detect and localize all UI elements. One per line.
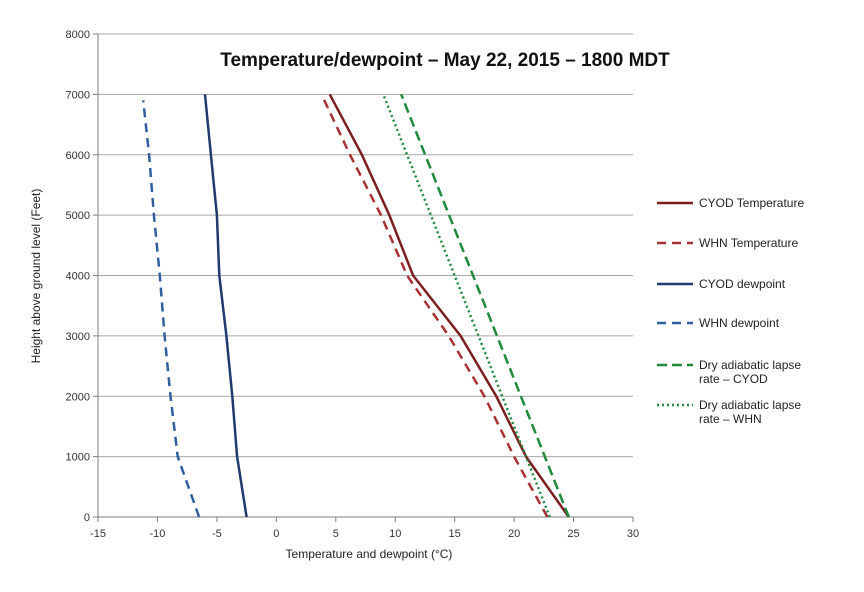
y-tick-label-6000: 6000 <box>66 150 90 162</box>
x-tick-label-15: 15 <box>449 528 461 540</box>
y-tick-label-1000: 1000 <box>66 452 90 464</box>
x-tick-label--10: -10 <box>149 528 165 540</box>
y-tick-label-5000: 5000 <box>66 210 90 222</box>
x-tick-label--15: -15 <box>90 528 106 540</box>
x-tick-label-25: 25 <box>567 528 579 540</box>
x-axis-title: Temperature and dewpoint (°C) <box>286 547 453 561</box>
chart-title: Temperature/dewpoint – May 22, 2015 – 18… <box>220 50 670 71</box>
y-tick-label-4000: 4000 <box>66 271 90 283</box>
series-line-4 <box>400 93 570 518</box>
y-tick-label-3000: 3000 <box>66 331 90 343</box>
y-tick-label-0: 0 <box>84 512 90 524</box>
x-tick-label-5: 5 <box>333 528 339 540</box>
x-tick-label-30: 30 <box>627 528 639 540</box>
x-tick-label-0: 0 <box>273 528 279 540</box>
series-line-5 <box>382 93 551 518</box>
series-line-3 <box>141 100 201 518</box>
legend-label-3: WHN dewpoint <box>699 316 780 330</box>
legend-label-4: Dry adiabatic lapse rate – CYOD <box>699 358 801 386</box>
x-tick-label-10: 10 <box>389 528 401 540</box>
series-line-0 <box>328 93 570 518</box>
y-axis-title: Height above ground level (Feet) <box>29 189 43 364</box>
legend-label-0: CYOD Temperature <box>699 196 804 210</box>
series-line-1 <box>320 93 549 518</box>
tick-labels: 0 1000 2000 3000 4000 5000 6000 7000 8000 -15 -10 -… <box>66 29 640 540</box>
legend-label-5: Dry adiabatic lapse rate – WHN <box>699 398 801 426</box>
series-line-2 <box>203 94 248 518</box>
y-tick-label-7000: 7000 <box>66 89 90 101</box>
series-lines <box>141 93 570 518</box>
y-tick-label-8000: 8000 <box>66 29 90 41</box>
legend-label-1: WHN Temperature <box>699 236 798 250</box>
legend: CYOD Temperature WHN Temperature CYOD dewp… <box>657 196 804 426</box>
grid <box>98 33 633 458</box>
x-tick-label-20: 20 <box>508 528 520 540</box>
axes <box>93 33 634 522</box>
x-tick-label--5: -5 <box>212 528 222 540</box>
legend-label-2: CYOD dewpoint <box>699 277 786 291</box>
y-tick-label-2000: 2000 <box>66 391 90 403</box>
